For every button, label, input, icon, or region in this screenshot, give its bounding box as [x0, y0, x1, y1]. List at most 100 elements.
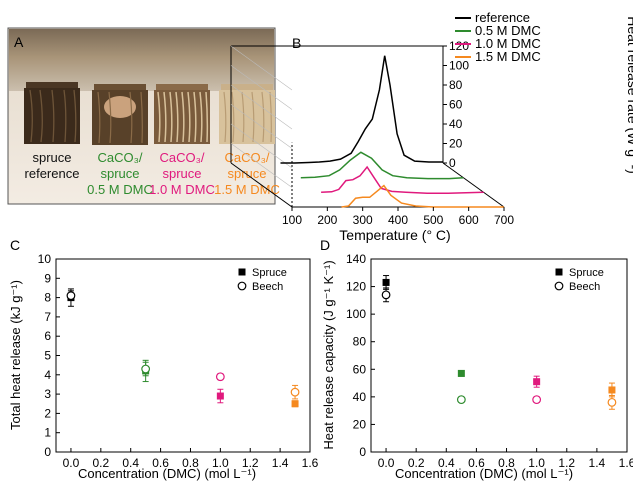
x-tick-label: 1.0 — [212, 456, 229, 470]
panel-b-wall-gridline — [230, 123, 293, 169]
x-tick-label: 0.6 — [152, 456, 169, 470]
y-tick-label: 7 — [44, 310, 51, 324]
panel-label-c: C — [10, 237, 20, 253]
y-tick-label: 8 — [44, 291, 51, 305]
panel-d-chart: D 0.0 0.2 0.4 0.6 0.8 1.0 1.2 1.4 1.6 0 20 40 60 80 10… — [320, 237, 633, 481]
legend-label: Spruce — [569, 267, 604, 279]
panel-b-x-tick-label: 100 — [282, 213, 302, 227]
panel-label-a: A — [14, 34, 24, 50]
sample-label-line: CaCO₃/ — [97, 150, 142, 165]
panel-c-x-axis-label: Concentration (DMC) (mol L⁻¹) — [78, 466, 256, 481]
sample-label-line: CaCO₃/ — [224, 150, 269, 165]
sample-label-15m: CaCO₃/ spruce 1.5 M DMC — [214, 150, 280, 197]
y-tick-label: 0 — [44, 445, 51, 459]
legend-marker-beech — [554, 281, 564, 291]
data-point-beech — [381, 290, 391, 300]
panel-b-series-line — [300, 151, 464, 180]
panel-d-x-axis-label: Concentration (DMC) (mol L⁻¹) — [395, 466, 573, 481]
panel-b-series — [280, 55, 504, 208]
panel-b-chart: B 100 200 300 400 500 600 700 020406080100120 … — [230, 10, 633, 243]
panel-d-plot: 0.0 0.2 0.4 0.6 0.8 1.0 1.2 1.4 1.6 0 20 40 60 80 100 1… — [346, 252, 633, 470]
panel-d-y-axis-label: Heat release capacity (J g⁻¹ K⁻¹) — [321, 260, 336, 449]
data-point-spruce — [216, 392, 224, 400]
panel-b-legend-label: 1.5 M DMC — [475, 49, 541, 64]
x-tick-label: 1.6 — [619, 456, 633, 470]
panel-c-y-axis-label: Total heat release (kJ g⁻¹) — [8, 280, 23, 430]
y-tick-label: 20 — [353, 417, 367, 431]
x-tick-label: 1.4 — [589, 456, 606, 470]
y-tick-label: 5 — [44, 349, 51, 363]
sample-label-line: 0.5 M DMC — [87, 182, 153, 197]
sample-label-line: reference — [25, 166, 80, 181]
y-tick-label: 3 — [44, 387, 51, 401]
panel-b-legend-label: reference — [475, 10, 530, 25]
data-point-spruce — [533, 378, 541, 386]
data-point-spruce — [382, 278, 390, 286]
cube-15m — [219, 84, 275, 144]
y-tick-label: 0 — [359, 445, 366, 459]
legend-label: Spruce — [252, 267, 287, 279]
legend-label: Beech — [569, 281, 600, 293]
x-tick-label: 1.4 — [272, 456, 289, 470]
x-tick-label: 0.2 — [92, 456, 109, 470]
panel-b-legend-label: 1.0 M DMC — [475, 36, 541, 51]
sample-label-line: 1.5 M DMC — [214, 182, 280, 197]
panel-b-z-tick-label: 40 — [449, 117, 463, 131]
data-point-beech — [607, 397, 617, 407]
x-tick-label: 0.4 — [122, 456, 139, 470]
sample-label-line: spruce — [32, 150, 71, 165]
y-tick-label: 9 — [44, 271, 51, 285]
y-tick-label: 60 — [353, 362, 367, 376]
data-point-spruce — [608, 386, 616, 394]
panel-b-z-tick-label: 20 — [449, 137, 463, 151]
x-tick-label: 1.2 — [242, 456, 259, 470]
panel-b-z-tick-label: 80 — [449, 78, 463, 92]
panel-b-wall-gridline — [230, 65, 293, 110]
x-tick-label: 0.6 — [468, 456, 485, 470]
data-point-beech — [456, 395, 466, 405]
legend-marker-spruce — [238, 268, 246, 276]
panel-b-wall-gridline — [230, 104, 293, 149]
panel-b-z-tick-label: 120 — [449, 39, 469, 53]
panel-b-z-axis-label: Heat release rate (W g⁻¹) — [625, 16, 633, 174]
panel-b-x-tick-label: 600 — [459, 213, 479, 227]
y-tick-label: 100 — [346, 307, 366, 321]
panel-b-wall-gridline — [230, 143, 293, 188]
panel-label-d: D — [320, 237, 330, 253]
data-point-spruce — [291, 400, 299, 408]
panel-b-z-ticks: 0 20 40 60 80 100 120 — [443, 39, 469, 170]
x-tick-label: 0.8 — [498, 456, 515, 470]
x-tick-label: 0.2 — [408, 456, 425, 470]
panel-b-series-line — [321, 165, 484, 195]
x-tick-label: 0.8 — [182, 456, 199, 470]
data-point-beech — [215, 372, 225, 382]
sample-label-line: spruce — [162, 166, 201, 181]
data-point-beech — [290, 387, 300, 397]
panel-b-series-line — [280, 55, 443, 164]
y-tick-label: 140 — [346, 252, 366, 266]
x-tick-label: 1.6 — [302, 456, 319, 470]
cube-05m — [92, 84, 148, 145]
panel-b-z-tick-label: 0 — [449, 156, 456, 170]
sample-label-line: 1.0 M DMC — [149, 182, 215, 197]
sample-label-line: spruce — [227, 166, 266, 181]
panel-c-plot: 0.0 0.2 0.4 0.6 0.8 1.0 1.2 1.4 1.6 0 1 2 3 4 5 6 7 8 9 10 S… — [38, 252, 319, 470]
legend-marker-spruce — [555, 268, 563, 276]
legend-marker-beech — [237, 281, 247, 291]
panel-b-x-axis-label: Temperature (° C) — [339, 227, 450, 243]
y-tick-label: 120 — [346, 280, 366, 294]
x-tick-label: 1.0 — [528, 456, 545, 470]
data-point-beech — [141, 364, 151, 374]
panel-label-b: B — [292, 35, 301, 51]
x-tick-label: 0.4 — [438, 456, 455, 470]
panel-a-photo: A spruce reference CaCO₃ — [7, 27, 280, 205]
panel-b-x-tick-label: 200 — [317, 213, 337, 227]
panel-b-x-tick-label: 700 — [494, 213, 514, 227]
panel-b-z-tick-label: 100 — [449, 59, 469, 73]
sample-label-10m: CaCO₃/ spruce 1.0 M DMC — [149, 150, 215, 197]
data-point-beech — [66, 291, 76, 301]
panel-b-depth-axis-left — [230, 162, 293, 208]
x-tick-label: 0.0 — [63, 456, 80, 470]
